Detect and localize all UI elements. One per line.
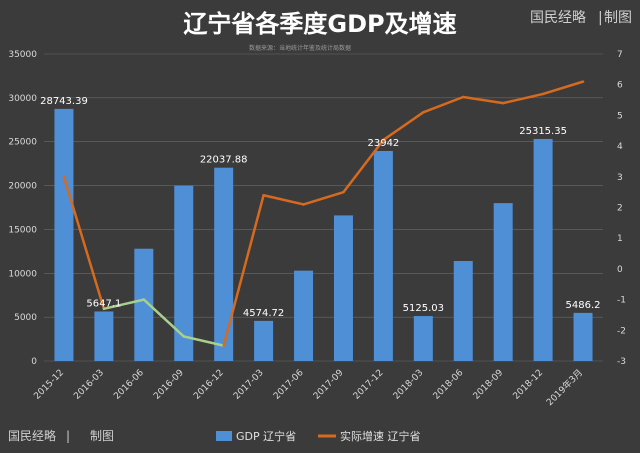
bar-value-label: 5486.2 xyxy=(566,300,601,311)
growth-line-segment xyxy=(501,92,545,105)
right-tick-label: 1 xyxy=(617,234,623,244)
x-tick-label: 2016-03 xyxy=(72,368,106,402)
growth-line xyxy=(62,80,585,347)
left-tick-label: 5000 xyxy=(14,313,37,323)
bar-value-label: 4574.72 xyxy=(243,308,284,319)
legend-swatch-gdp xyxy=(216,431,232,441)
source-note: 数据来源：当地统计年鉴及统计局数据 xyxy=(249,44,351,52)
bar xyxy=(333,215,353,361)
x-tick-label: 2015-12 xyxy=(32,368,66,402)
growth-line-segment xyxy=(541,80,585,96)
x-tick-label: 2017-09 xyxy=(312,368,346,402)
growth-line-segment xyxy=(142,298,185,338)
right-tick-label: 3 xyxy=(617,173,623,183)
x-tick-label: 2017-12 xyxy=(352,368,386,402)
bar xyxy=(254,320,274,361)
x-tick-label: 2017-06 xyxy=(272,368,306,402)
bar xyxy=(573,312,593,361)
right-tick-label: -2 xyxy=(617,326,626,336)
bar-value-label: 5125.03 xyxy=(403,303,444,314)
x-tick-label: 2019年3月 xyxy=(544,367,585,408)
x-tick-label: 2016-12 xyxy=(192,368,226,402)
bar-value-label: 28743.39 xyxy=(40,96,88,107)
x-tick-label: 2016-06 xyxy=(112,368,146,402)
x-axis: 2015-12 2016-03 2016-06 2016-09 2016-12 2017-… xyxy=(32,367,585,408)
bar-value-label: 25315.35 xyxy=(519,126,567,137)
legend-label-gdp: GDP 辽宁省 xyxy=(236,429,296,443)
growth-line-segment xyxy=(222,193,265,347)
growth-line-segment xyxy=(422,95,465,114)
bar xyxy=(533,138,553,361)
bar xyxy=(174,185,194,361)
right-tick-label: 2 xyxy=(617,204,623,214)
growth-line-segment xyxy=(62,175,106,311)
growth-line-segment xyxy=(342,138,385,194)
bar xyxy=(54,108,74,361)
bar-value-label: 23942 xyxy=(367,138,399,149)
growth-line-segment xyxy=(262,193,305,206)
legend-label-growth: 实际增速 辽宁省 xyxy=(340,429,421,443)
x-tick-label: 2018-12 xyxy=(512,368,546,402)
brand-divider: | xyxy=(598,10,603,26)
left-tick-label: 10000 xyxy=(8,269,37,279)
footer-divider: | xyxy=(66,429,70,443)
right-tick-label: -1 xyxy=(617,296,626,306)
bar xyxy=(94,311,114,361)
growth-line-segment xyxy=(102,298,146,311)
bar xyxy=(134,248,154,361)
right-tick-label: 5 xyxy=(617,111,623,121)
x-tick-label: 2018-06 xyxy=(432,368,466,402)
left-tick-label: 0 xyxy=(31,357,37,367)
bar xyxy=(453,261,473,361)
bar-value-label: 5647.1 xyxy=(86,298,121,309)
left-tick-label: 20000 xyxy=(8,182,37,192)
legend: GDP 辽宁省 实际增速 辽宁省 xyxy=(216,429,421,443)
bar xyxy=(214,167,234,361)
right-axis: -3 -2 -1 0 1 2 3 4 5 6 7 xyxy=(617,50,626,367)
right-tick-label: 7 xyxy=(617,50,623,60)
gdp-bars xyxy=(54,108,593,361)
right-tick-label: 6 xyxy=(617,81,623,91)
bar-value-label: 22037.88 xyxy=(200,155,248,166)
bar xyxy=(373,150,393,361)
bar xyxy=(493,203,513,361)
footer-brand: 国民经略 xyxy=(8,428,56,443)
right-tick-label: 0 xyxy=(617,265,623,275)
x-tick-label: 2018-09 xyxy=(472,368,506,402)
bar xyxy=(413,316,433,361)
x-tick-label: 2018-03 xyxy=(392,368,426,402)
right-tick-label: 4 xyxy=(617,142,623,152)
bar xyxy=(294,270,314,361)
left-axis: 0 5000 10000 15000 20000 25000 30000 35000 xyxy=(8,50,37,367)
growth-line-segment xyxy=(462,95,505,105)
right-tick-label: -3 xyxy=(617,357,626,367)
growth-line-segment xyxy=(302,190,345,206)
x-tick-label: 2016-09 xyxy=(152,368,186,402)
growth-line-segment xyxy=(382,111,425,142)
bar-data-labels: 28743.39 5647.1 22037.88 4574.72 23942 5125.0… xyxy=(40,96,600,319)
left-tick-label: 15000 xyxy=(8,225,37,235)
chart-title: 辽宁省各季度GDP及增速 xyxy=(183,10,456,38)
footer-suffix: 制图 xyxy=(90,429,114,443)
left-tick-label: 25000 xyxy=(8,138,37,148)
growth-line-segment xyxy=(182,335,225,347)
brand-mark: 国民经略 xyxy=(530,10,586,26)
left-tick-label: 30000 xyxy=(8,94,37,104)
left-tick-label: 35000 xyxy=(8,50,37,60)
x-tick-label: 2017-03 xyxy=(232,368,266,402)
brand-suffix: 制图 xyxy=(604,10,632,26)
